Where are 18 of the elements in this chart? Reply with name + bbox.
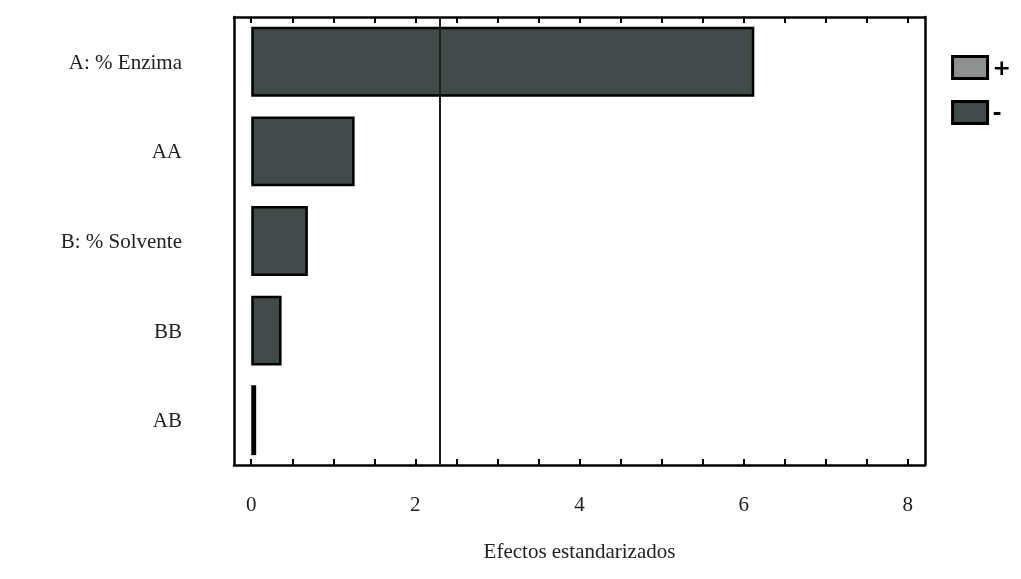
y-tick-label: AA <box>151 139 183 164</box>
x-tick-label: 4 <box>574 491 586 516</box>
bar <box>251 385 257 456</box>
x-axis-title: Efectos estandarizados <box>483 538 676 563</box>
y-tick-label: BB <box>153 318 182 343</box>
x-tick-label: 8 <box>902 491 914 516</box>
y-tick-label: AB <box>152 408 182 433</box>
bar <box>251 116 355 187</box>
bar <box>251 206 308 276</box>
y-tick-label: B: % Solvente <box>60 229 182 253</box>
x-tick-label: 2 <box>410 491 421 516</box>
x-tick-label: 0 <box>245 491 257 516</box>
x-tick-label: 6 <box>738 491 749 516</box>
bar <box>251 26 755 97</box>
bar <box>251 295 282 366</box>
legend-label: - <box>992 100 1002 125</box>
legend-label: + <box>992 55 1011 80</box>
y-tick-label: A: % Enzima <box>68 49 183 74</box>
